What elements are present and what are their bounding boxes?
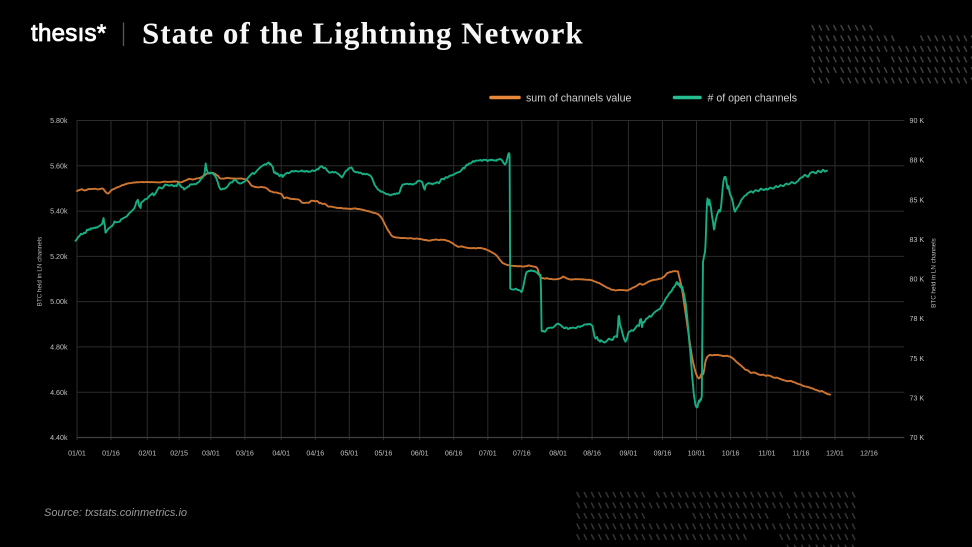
svg-text:10/01: 10/01 <box>688 449 706 457</box>
svg-text:10/16: 10/16 <box>722 449 740 457</box>
svg-text:07/01: 07/01 <box>479 449 497 457</box>
svg-text:88 K: 88 K <box>910 157 925 165</box>
svg-text:01/16: 01/16 <box>102 449 120 457</box>
svg-text:5.80k: 5.80k <box>50 117 68 125</box>
svg-text:83 K: 83 K <box>910 236 925 244</box>
svg-text:05/01: 05/01 <box>340 449 358 457</box>
svg-text:thesıs*: thesıs* <box>31 20 106 47</box>
svg-text:80 K: 80 K <box>910 276 925 284</box>
svg-text:70 K: 70 K <box>910 434 925 442</box>
svg-text:08/01: 08/01 <box>549 449 567 457</box>
svg-text:05/16: 05/16 <box>375 449 393 457</box>
svg-text:85 K: 85 K <box>910 196 925 204</box>
svg-text:5.20k: 5.20k <box>50 253 68 261</box>
svg-text:Source: txstats.coinmetrics.io: Source: txstats.coinmetrics.io <box>44 507 187 519</box>
svg-text:73 K: 73 K <box>910 395 925 403</box>
svg-text:75 K: 75 K <box>910 355 925 363</box>
svg-text:03/16: 03/16 <box>236 449 254 457</box>
svg-text:4.60k: 4.60k <box>50 389 68 397</box>
svg-text:08/16: 08/16 <box>583 449 601 457</box>
svg-text:04/01: 04/01 <box>272 449 290 457</box>
svg-text:BTC held in LN channels: BTC held in LN channels <box>37 237 44 307</box>
svg-text:11/16: 11/16 <box>792 449 809 457</box>
svg-text:5.40k: 5.40k <box>50 208 68 216</box>
svg-text:12/16: 12/16 <box>860 449 878 457</box>
svg-text:State of the Lightning Network: State of the Lightning Network <box>142 16 584 51</box>
svg-text:4.40k: 4.40k <box>50 434 68 442</box>
svg-text:09/16: 09/16 <box>654 449 672 457</box>
svg-text:02/15: 02/15 <box>170 449 188 457</box>
svg-text:# of open channels: # of open channels <box>708 92 798 104</box>
svg-text:5.00k: 5.00k <box>50 298 68 306</box>
svg-text:07/16: 07/16 <box>513 449 531 457</box>
svg-text:01/01: 01/01 <box>68 449 86 457</box>
svg-text:78 K: 78 K <box>910 315 925 323</box>
svg-text:06/16: 06/16 <box>445 449 463 457</box>
svg-text:04/16: 04/16 <box>306 449 324 457</box>
svg-text:90 K: 90 K <box>910 117 925 125</box>
svg-text:09/01: 09/01 <box>620 449 638 457</box>
svg-text:BTC held in LN channels: BTC held in LN channels <box>931 238 938 308</box>
svg-text:5.60k: 5.60k <box>50 162 68 170</box>
svg-text:11/01: 11/01 <box>758 449 775 457</box>
svg-text:03/01: 03/01 <box>202 449 220 457</box>
svg-text:sum of channels value: sum of channels value <box>526 92 632 104</box>
svg-text:06/01: 06/01 <box>411 449 429 457</box>
svg-text:4.80k: 4.80k <box>50 344 68 352</box>
svg-text:02/01: 02/01 <box>138 449 156 457</box>
svg-text:12/01: 12/01 <box>826 449 844 457</box>
